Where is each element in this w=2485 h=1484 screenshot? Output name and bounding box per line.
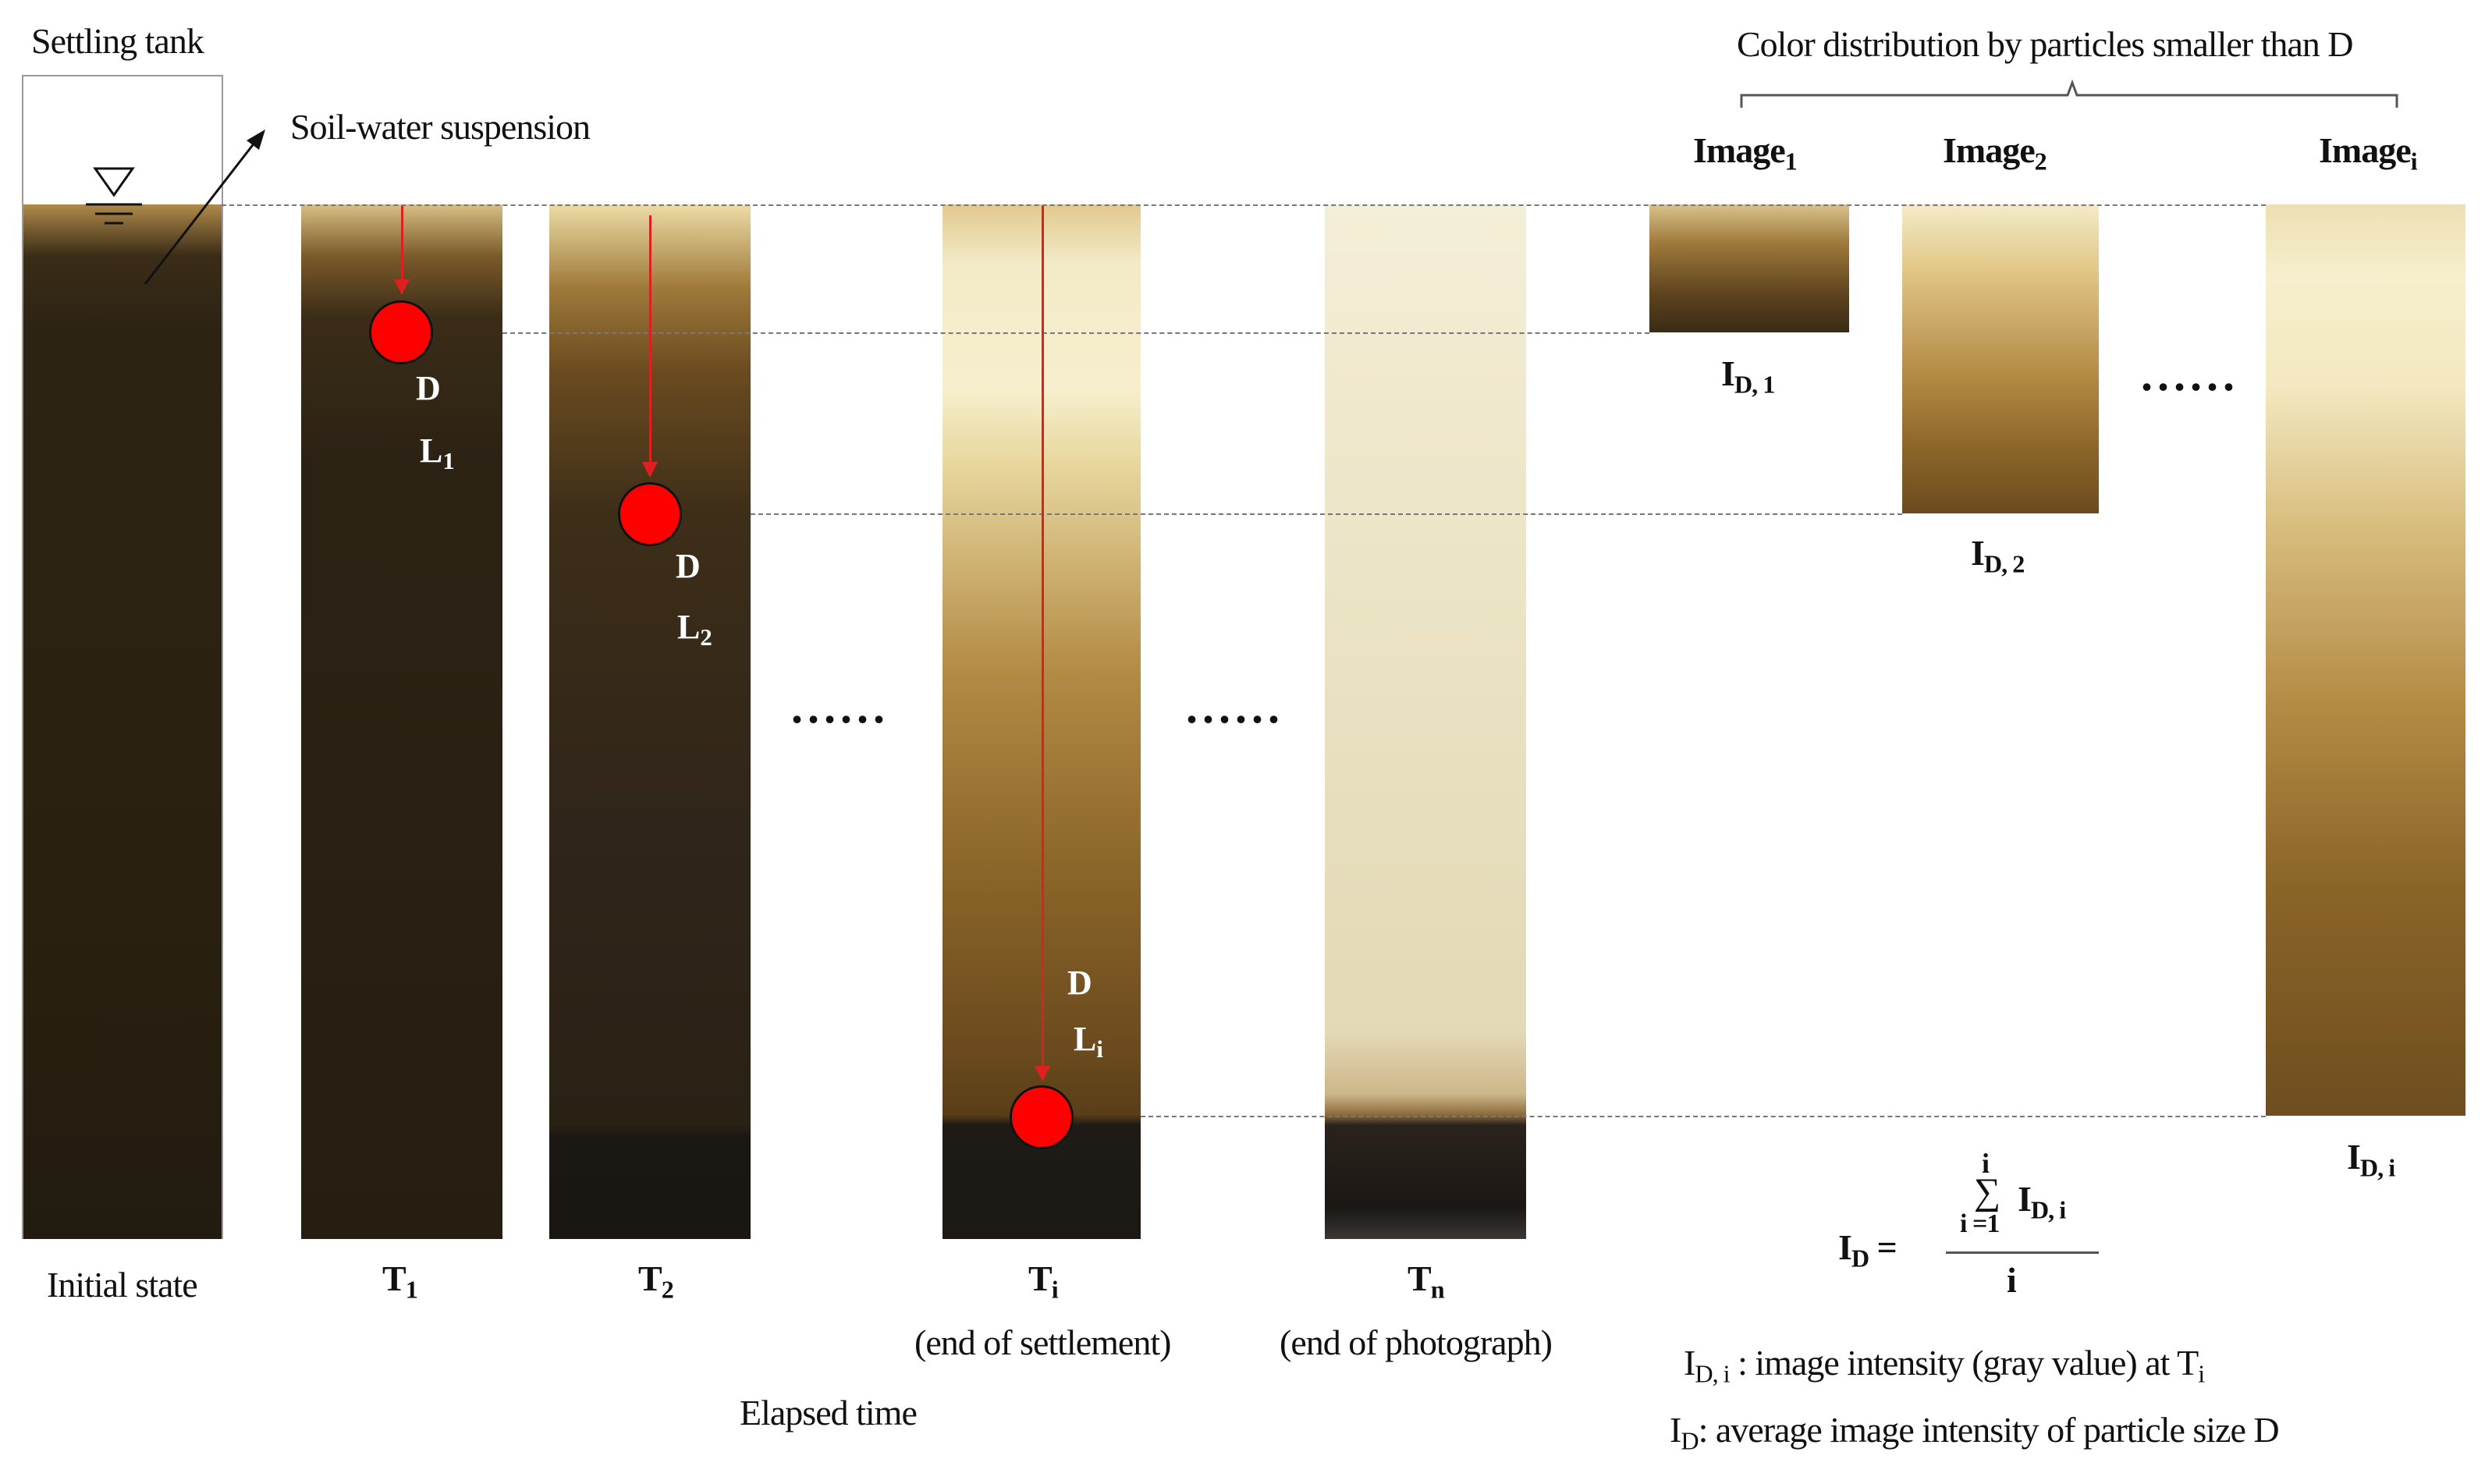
label-l2: L2 [677,608,712,651]
formula-term: ID, i [2018,1179,2066,1224]
brace-icon [1740,79,2398,108]
image-i-label: Imagei [2319,130,2418,176]
arrow-t1 [394,206,410,295]
initial-state-label: Initial state [47,1265,198,1305]
ellipsis-3: ...... [2141,349,2239,400]
water-level-icon [86,167,142,225]
image-i [2266,204,2465,1116]
label-d-t2: D [676,547,701,585]
color-distribution-label: Color distribution by particles smaller … [1737,24,2354,64]
image-2 [1902,204,2099,513]
image-2-label: Image2 [1943,130,2047,176]
label-l1: L1 [420,431,455,475]
t2-label: T2 [638,1259,674,1304]
particle-t1 [369,300,433,364]
pointer-arrow-icon [144,130,265,285]
settling-tank-label: Settling tank [31,21,204,61]
formula-sum-bottom: i =1 [1960,1209,2000,1238]
particle-t2 [618,482,682,546]
formula-denominator: i [2007,1260,2017,1300]
elapsed-time-label: Elapsed time [740,1393,918,1433]
soil-water-label: Soil-water suspension [290,107,591,147]
image-1 [1649,204,1849,332]
arrow-t2 [642,215,658,478]
column-initial-state [23,204,222,1239]
image-1-label: Image1 [1693,130,1798,176]
idi-label: ID, i [2347,1137,2395,1182]
tn-label: Tn [1408,1259,1445,1304]
end-settlement-label: (end of settlement) [914,1322,1171,1362]
t1-label: T1 [382,1259,418,1304]
formula-sigma: ∑ [1974,1171,2000,1212]
end-photograph-label: (end of photograph) [1280,1322,1553,1362]
ellipsis-1: ...... [791,681,889,733]
dashed-line-li [1141,1116,2266,1117]
column-t1 [301,204,502,1239]
id1-label: ID, 1 [1721,353,1775,399]
ellipsis-2: ...... [1186,681,1284,733]
definition-idi: ID, i : image intensity (gray value) at … [1684,1343,2205,1388]
column-tn [1325,204,1526,1239]
label-d-t1: D [416,369,441,407]
id2-label: ID, 2 [1971,533,2025,578]
formula-fraction-line [1946,1251,2099,1254]
label-d-ti: D [1067,964,1092,1002]
particle-ti [1010,1085,1074,1149]
dashed-line-surface [222,204,2266,206]
ti-label: Ti [1028,1259,1059,1304]
dashed-line-l2 [751,513,1902,515]
arrow-ti [1035,206,1050,1081]
formula-sum-top: i [1982,1148,1990,1179]
dashed-line-l1 [502,332,1649,334]
formula-lhs: ID = [1838,1227,1897,1273]
label-li: Li [1074,1020,1103,1063]
definition-id: ID: average image intensity of particle … [1670,1410,2280,1455]
